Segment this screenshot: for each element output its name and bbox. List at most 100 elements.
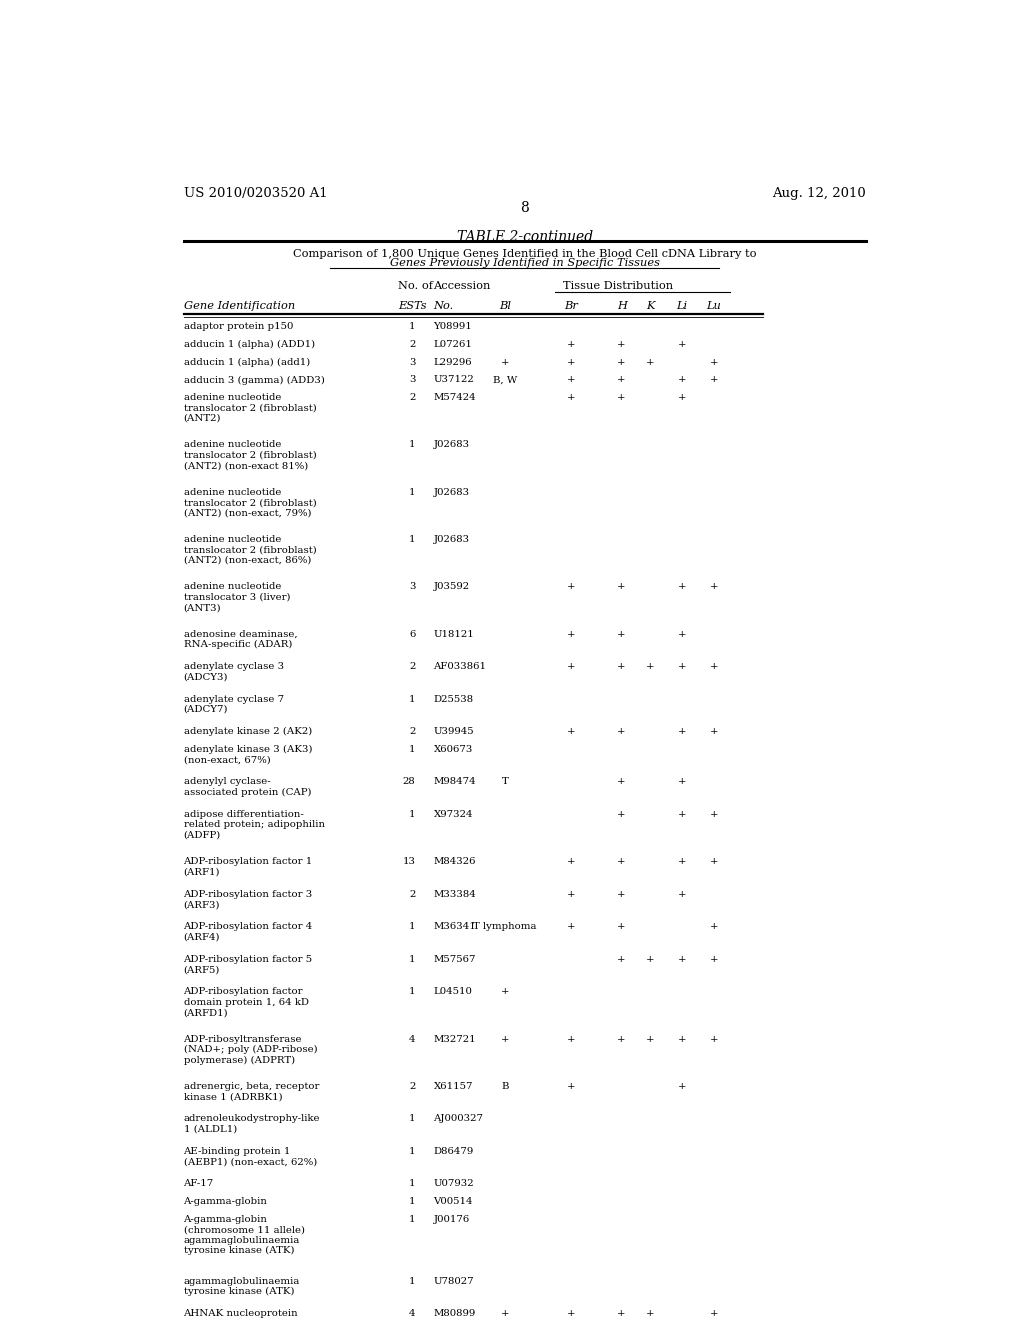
Text: K: K	[646, 301, 654, 310]
Text: 28: 28	[402, 777, 416, 787]
Text: 2: 2	[409, 1082, 416, 1090]
Text: 1: 1	[409, 535, 416, 544]
Text: L07261: L07261	[433, 339, 472, 348]
Text: +: +	[678, 777, 686, 787]
Text: +: +	[566, 393, 575, 403]
Text: U39945: U39945	[433, 727, 474, 737]
Text: +: +	[566, 663, 575, 671]
Text: +: +	[710, 375, 718, 384]
Text: Y08991: Y08991	[433, 322, 472, 331]
Text: U78027: U78027	[433, 1276, 474, 1286]
Text: +: +	[617, 727, 626, 737]
Text: +: +	[678, 393, 686, 403]
Text: J00176: J00176	[433, 1214, 470, 1224]
Text: adenosine deaminase,
RNA-specific (ADAR): adenosine deaminase, RNA-specific (ADAR)	[183, 630, 297, 649]
Text: +: +	[617, 339, 626, 348]
Text: +: +	[566, 358, 575, 367]
Text: +: +	[501, 1035, 509, 1044]
Text: +: +	[646, 1035, 654, 1044]
Text: +: +	[678, 727, 686, 737]
Text: 2: 2	[409, 727, 416, 737]
Text: 13: 13	[402, 857, 416, 866]
Text: +: +	[710, 810, 718, 818]
Text: +: +	[617, 375, 626, 384]
Text: 1: 1	[409, 322, 416, 331]
Text: +: +	[617, 1035, 626, 1044]
Text: AJ000327: AJ000327	[433, 1114, 483, 1123]
Text: +: +	[678, 339, 686, 348]
Text: 1: 1	[409, 1197, 416, 1206]
Text: adenylate cyclase 7
(ADCY7): adenylate cyclase 7 (ADCY7)	[183, 694, 284, 714]
Text: +: +	[710, 923, 718, 931]
Text: No. of: No. of	[397, 281, 433, 292]
Text: +: +	[566, 375, 575, 384]
Text: A-gamma-globin: A-gamma-globin	[183, 1197, 267, 1206]
Text: +: +	[678, 1035, 686, 1044]
Text: M57567: M57567	[433, 954, 476, 964]
Text: M36341: M36341	[433, 923, 476, 931]
Text: +: +	[617, 630, 626, 639]
Text: L29296: L29296	[433, 358, 472, 367]
Text: X60673: X60673	[433, 744, 473, 754]
Text: +: +	[617, 810, 626, 818]
Text: +: +	[678, 954, 686, 964]
Text: +: +	[710, 358, 718, 367]
Text: B, W: B, W	[493, 375, 517, 384]
Text: M32721: M32721	[433, 1035, 476, 1044]
Text: 1: 1	[409, 487, 416, 496]
Text: +: +	[566, 857, 575, 866]
Text: adenylyl cyclase-
associated protein (CAP): adenylyl cyclase- associated protein (CA…	[183, 777, 311, 797]
Text: 3: 3	[409, 582, 416, 591]
Text: +: +	[646, 663, 654, 671]
Text: adenylate kinase 2 (AK2): adenylate kinase 2 (AK2)	[183, 727, 311, 737]
Text: agammaglobulinaemia
tyrosine kinase (ATK): agammaglobulinaemia tyrosine kinase (ATK…	[183, 1276, 300, 1296]
Text: 1: 1	[409, 954, 416, 964]
Text: 1: 1	[409, 1179, 416, 1188]
Text: 2: 2	[409, 393, 416, 403]
Text: Bl: Bl	[499, 301, 511, 310]
Text: +: +	[617, 954, 626, 964]
Text: +: +	[617, 923, 626, 931]
Text: 2: 2	[409, 890, 416, 899]
Text: D86479: D86479	[433, 1147, 474, 1156]
Text: Br: Br	[564, 301, 578, 310]
Text: +: +	[566, 727, 575, 737]
Text: 1: 1	[409, 441, 416, 449]
Text: M80899: M80899	[433, 1309, 476, 1319]
Text: adrenoleukodystrophy-like
1 (ALDL1): adrenoleukodystrophy-like 1 (ALDL1)	[183, 1114, 321, 1134]
Text: adenine nucleotide
translocator 2 (fibroblast)
(ANT2): adenine nucleotide translocator 2 (fibro…	[183, 393, 316, 422]
Text: ADP-ribosylation factor
domain protein 1, 64 kD
(ARFD1): ADP-ribosylation factor domain protein 1…	[183, 987, 308, 1018]
Text: 1: 1	[409, 1147, 416, 1156]
Text: +: +	[646, 954, 654, 964]
Text: ADP-ribosylation factor 5
(ARF5): ADP-ribosylation factor 5 (ARF5)	[183, 954, 312, 974]
Text: +: +	[566, 339, 575, 348]
Text: 1: 1	[409, 1214, 416, 1224]
Text: adenylate cyclase 3
(ADCY3): adenylate cyclase 3 (ADCY3)	[183, 663, 284, 681]
Text: +: +	[710, 582, 718, 591]
Text: +: +	[710, 954, 718, 964]
Text: +: +	[710, 663, 718, 671]
Text: adenine nucleotide
translocator 3 (liver)
(ANT3): adenine nucleotide translocator 3 (liver…	[183, 582, 290, 612]
Text: +: +	[710, 1309, 718, 1319]
Text: AF033861: AF033861	[433, 663, 486, 671]
Text: ADP-ribosylation factor 4
(ARF4): ADP-ribosylation factor 4 (ARF4)	[183, 923, 312, 941]
Text: AE-binding protein 1
(AEBP1) (non-exact, 62%): AE-binding protein 1 (AEBP1) (non-exact,…	[183, 1147, 316, 1167]
Text: A-gamma-globin
(chromosome 11 allele)
agammaglobulinaemia
tyrosine kinase (ATK): A-gamma-globin (chromosome 11 allele) ag…	[183, 1214, 304, 1255]
Text: 2: 2	[409, 663, 416, 671]
Text: B: B	[502, 1082, 509, 1090]
Text: Aug. 12, 2010: Aug. 12, 2010	[772, 187, 866, 199]
Text: +: +	[617, 663, 626, 671]
Text: adducin 1 (alpha) (ADD1): adducin 1 (alpha) (ADD1)	[183, 339, 314, 348]
Text: adenine nucleotide
translocator 2 (fibroblast)
(ANT2) (non-exact 81%): adenine nucleotide translocator 2 (fibro…	[183, 441, 316, 470]
Text: +: +	[501, 1309, 509, 1319]
Text: 1: 1	[409, 987, 416, 997]
Text: +: +	[617, 393, 626, 403]
Text: adipose differentiation-
related protein; adipophilin
(ADFP): adipose differentiation- related protein…	[183, 810, 325, 840]
Text: 1: 1	[409, 923, 416, 931]
Text: adducin 1 (alpha) (add1): adducin 1 (alpha) (add1)	[183, 358, 310, 367]
Text: 1: 1	[409, 694, 416, 704]
Text: 3: 3	[409, 358, 416, 367]
Text: +: +	[710, 727, 718, 737]
Text: M98474: M98474	[433, 777, 476, 787]
Text: +: +	[678, 810, 686, 818]
